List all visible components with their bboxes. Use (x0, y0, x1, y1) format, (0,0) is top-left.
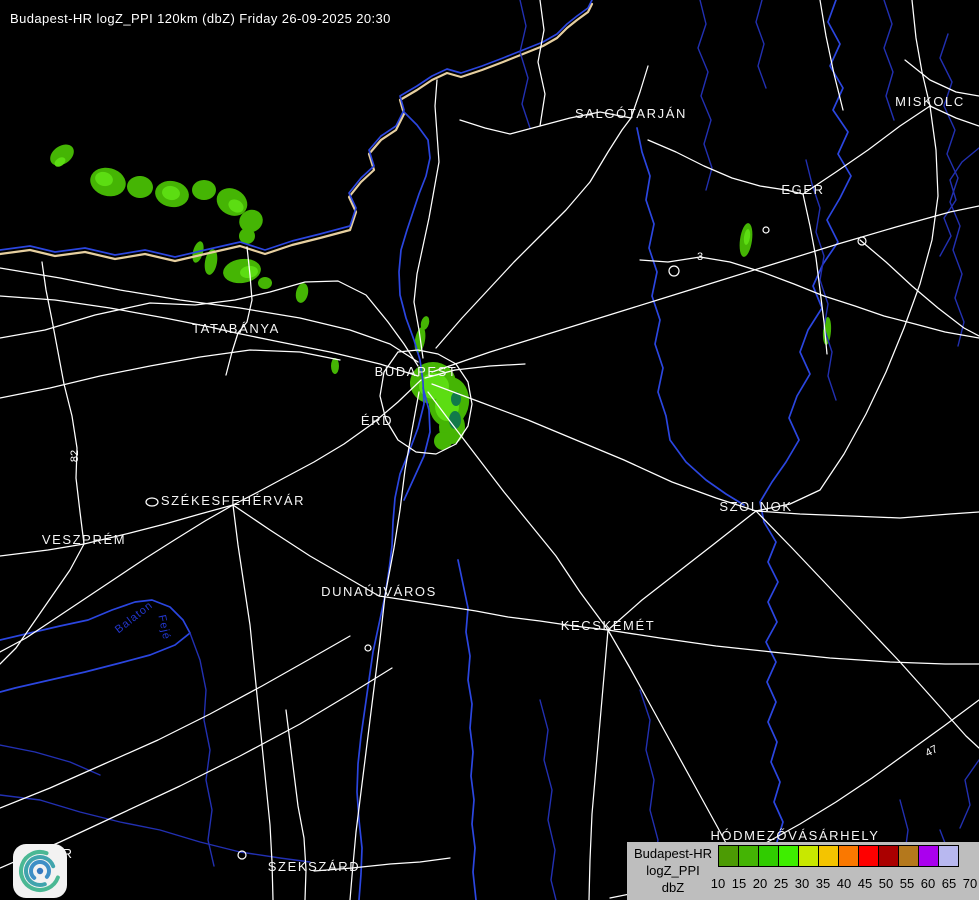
radar-echo (240, 265, 258, 279)
legend-swatch (878, 845, 899, 867)
legend-swatch (858, 845, 879, 867)
legend-swatch (918, 845, 939, 867)
water-label: Balaton (113, 599, 155, 636)
legend-tick: 15 (731, 876, 747, 891)
radar-echo (192, 180, 216, 200)
radar-echo (258, 277, 272, 289)
map-title: Budapest-HR logZ_PPI 120km (dbZ) Friday … (10, 11, 391, 26)
water-label: Fejé (155, 614, 172, 641)
radar-echo (127, 175, 153, 199)
city-label: MISKOLC (895, 94, 965, 109)
danube-border-river (0, 0, 593, 258)
legend-swatch (758, 845, 779, 867)
legend-tick: 65 (941, 876, 957, 891)
legend-swatch (738, 845, 759, 867)
radar-echo (449, 411, 461, 429)
radar-echo (743, 229, 751, 245)
radar-echo (239, 209, 263, 233)
map-labels-layer: SALGÓTARJÁN MISKOLC EGER TATABÁNYA BUDAPEST É… (42, 94, 965, 874)
city-label: ÉRD (361, 413, 393, 428)
legend-tick: 45 (857, 876, 873, 891)
radar-echo (451, 392, 461, 406)
city-label: SZEKSZÁRD (268, 859, 360, 874)
radar-echo (239, 228, 255, 244)
balaton-north-shore (0, 599, 191, 641)
radar-echo (295, 283, 309, 303)
legend-color-scale (718, 845, 959, 867)
city-label: VESZPRÉM (42, 532, 126, 547)
spiral-icon (19, 850, 60, 892)
legend-tick: 70 (962, 876, 978, 891)
legend-station: Budapest-HR (633, 846, 713, 861)
legend-swatch (718, 845, 739, 867)
city-label: SZÉKESFEHÉRVÁR (161, 493, 305, 508)
zagyva-river (636, 127, 745, 506)
city-label: HÓDMEZŐVÁSÁRHELY (710, 828, 879, 843)
road-number-label: 82 (69, 450, 81, 462)
city-label: TATABÁNYA (192, 321, 280, 336)
danube-river (356, 111, 431, 900)
legend-tick: 50 (878, 876, 894, 891)
tisza-river (759, 0, 852, 900)
city-label: BUDAPEST (375, 364, 458, 379)
legend-tick: 60 (920, 876, 936, 891)
legend-tick: 20 (752, 876, 768, 891)
legend-tick: 30 (794, 876, 810, 891)
radar-echo (331, 358, 339, 374)
radar-echo (228, 199, 244, 213)
city-label: SZOLNOK (719, 499, 792, 514)
danube-branch (403, 387, 431, 501)
city-label: KECSKEMÉT (561, 618, 656, 633)
road-number-label: 3 (697, 251, 703, 263)
legend-ticks: 10 15 20 25 30 35 40 45 50 55 60 65 70 (627, 876, 979, 892)
radar-echo (420, 316, 430, 330)
radar-echo (419, 373, 449, 399)
city-label: EGER (781, 182, 824, 197)
legend: Budapest-HR logZ_PPI dbZ 10 15 20 25 30 35 40 4… (627, 842, 979, 900)
legend-swatch (778, 845, 799, 867)
road-number-label: 47 (923, 743, 939, 759)
radar-echo-layer (50, 144, 832, 450)
legend-swatch (838, 845, 859, 867)
met-service-logo (13, 844, 67, 898)
legend-tick: 10 (710, 876, 726, 891)
legend-swatch (798, 845, 819, 867)
city-label: SALGÓTARJÁN (575, 106, 687, 121)
legend-swatch (898, 845, 919, 867)
radar-echo (95, 171, 113, 187)
road-junction-symbols (145, 226, 867, 860)
canal (457, 559, 477, 900)
legend-swatch (938, 845, 959, 867)
legend-labels: Budapest-HR logZ_PPI dbZ (627, 845, 719, 896)
legend-product: logZ_PPI (646, 863, 700, 878)
legend-tick: 55 (899, 876, 915, 891)
country-border (0, 2, 594, 263)
radar-echo (204, 249, 218, 275)
legend-tick: 35 (815, 876, 831, 891)
radar-echo (162, 185, 180, 201)
legend-tick: 25 (773, 876, 789, 891)
balaton-south-shore (0, 632, 191, 693)
radar-echo (434, 432, 452, 450)
city-label: DUNAÚJVÁROS (321, 584, 437, 599)
radar-echo (54, 157, 66, 167)
legend-unit: dbZ (661, 880, 685, 895)
legend-tick: 40 (836, 876, 852, 891)
legend-swatch (818, 845, 839, 867)
